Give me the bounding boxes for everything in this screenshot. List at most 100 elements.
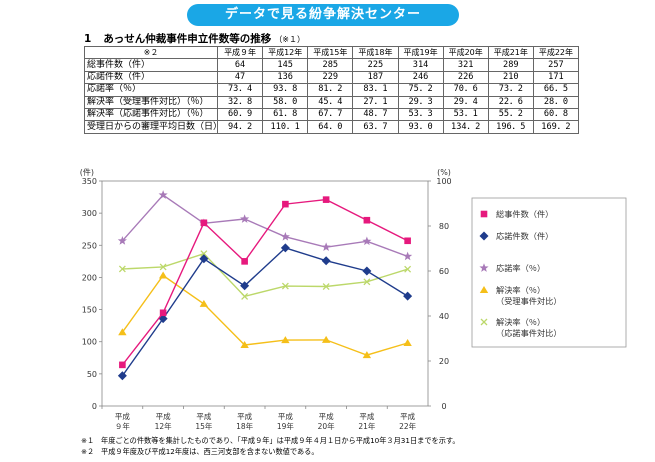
data-point [117, 236, 127, 245]
table-row: 解決率（受理事件対比）（％） 32．8 58．0 45．4 27．1 29．3 29．4 22… [84, 95, 580, 109]
data-point [200, 250, 208, 258]
legend-marker [480, 210, 488, 218]
data-point [240, 281, 250, 291]
table-cell: 169．2 [532, 120, 580, 134]
footnote-text: 年度ごとの件数等を集計したものであり、「平成９年」は平成９年４月１日から平成10… [101, 436, 460, 445]
data-point [119, 361, 126, 369]
data-point [117, 371, 127, 381]
data-point [200, 219, 208, 227]
data-point [281, 282, 289, 290]
table-row: 総事件数（件） 64 145 285 225 314 321 289 257 [84, 58, 580, 72]
left-axis-tick-label: 50 [87, 370, 97, 379]
legend-label: 総事件数（件） [496, 209, 553, 219]
footnote: ※１ 年度ごとの件数等を集計したものであり、「平成９年」は平成９年４月１日から平成… [81, 436, 460, 446]
legend-label: 解決率（％） [496, 285, 545, 295]
footnote-key: ※１ [81, 436, 95, 445]
left-axis-tick-label: 350 [82, 177, 97, 186]
right-axis-tick-label: 100 [436, 177, 451, 186]
series-line [121, 274, 408, 356]
table-row: 解決率（応諾事件対比）（％） 60．9 61．8 67．7 48．7 53．3 53．1 55… [84, 107, 580, 122]
right-axis-tick-label: 40 [439, 312, 449, 321]
data-point [404, 265, 412, 273]
table-cell: 93．0 [397, 120, 444, 134]
year-header: 平成22年 [532, 45, 580, 60]
x-tick-label: 19年 [277, 421, 295, 431]
section-number: 1 [84, 33, 92, 45]
table-cell: 64．0 [307, 120, 354, 134]
x-tick-label: 21年 [358, 421, 376, 431]
left-axis-tick-label: 250 [82, 241, 97, 250]
legend-marker [479, 231, 489, 241]
footnote: ※２ 平成９年度及び平成12年度は、西三河支部を含まない数値である。 [81, 447, 319, 457]
left-axis-tick-label: 300 [82, 209, 97, 218]
legend-marker [480, 318, 488, 326]
data-point [404, 237, 411, 245]
x-tick-label: 平成 [196, 411, 211, 421]
legend-box [471, 197, 627, 348]
data-point [362, 266, 372, 276]
left-axis-tick-label: 200 [82, 273, 97, 282]
x-tick-label: 22年 [399, 421, 417, 431]
data-point [118, 265, 126, 273]
right-axis-tick-label: 20 [439, 357, 449, 366]
legend-marker [479, 263, 489, 272]
data-point [362, 236, 372, 246]
left-axis-tick-label: 0 [92, 402, 97, 411]
series-line [122, 252, 408, 298]
data-point [281, 336, 290, 344]
right-axis-tick-label: 0 [441, 402, 446, 411]
data-point [321, 335, 331, 343]
table-cell: 94．2 [216, 120, 264, 134]
legend-marker [479, 286, 489, 293]
left-axis-unit: (件) [80, 167, 94, 177]
legend-label: 応諾率（％） [496, 263, 545, 273]
data-point [322, 196, 330, 203]
data-point [159, 309, 167, 317]
x-tick-label: 平成 [319, 411, 334, 421]
table-row: 応諾件数（件） 47 136 229 187 246 226 210 171 [84, 70, 580, 85]
footnote-text: 平成９年度及び平成12年度は、西三河支部を含まない数値である。 [101, 447, 319, 456]
x-tick-label: 平成 [237, 411, 252, 421]
x-tick-label: 平成 [400, 411, 415, 421]
page-banner: データで見る紛争解決センター [187, 4, 459, 26]
data-point [241, 292, 249, 300]
data-point [199, 299, 209, 307]
section-title: あっせん仲裁事件申立件数等の推移 [103, 33, 272, 45]
footnote-key: ※２ [81, 447, 95, 456]
data-point [321, 242, 331, 252]
right-axis-tick-label: 60 [439, 267, 449, 276]
year-header: 平成９年 [216, 45, 264, 60]
table-cell: 110．1 [262, 120, 309, 134]
legend-label: （応諾事件対比） [496, 328, 562, 338]
data-point [158, 190, 168, 199]
data-point [158, 271, 168, 279]
data-point [362, 351, 372, 359]
data-point [159, 263, 167, 271]
data-point [199, 254, 209, 264]
legend-label: 解決率（％） [496, 317, 545, 327]
data-point [403, 291, 413, 301]
data-point [241, 258, 248, 265]
legend-label: 応諾件数（件） [496, 231, 553, 241]
data-point [280, 243, 290, 253]
data-point [403, 339, 412, 346]
statistics-table: ※２ 平成９年 平成12年 平成15年 平成18年 平成19年 平成20年 平成… [84, 45, 580, 134]
data-point [363, 278, 371, 286]
section-note: （※１） [274, 35, 306, 44]
series-line [121, 247, 408, 377]
data-point [280, 232, 290, 241]
year-header: 平成18年 [352, 45, 399, 60]
data-point [240, 341, 249, 349]
right-axis-unit: (%) [437, 168, 451, 177]
data-point [403, 251, 413, 261]
right-axis-tick-label: 80 [439, 222, 449, 231]
left-axis-tick-label: 150 [82, 306, 97, 315]
data-point [240, 214, 250, 223]
x-tick-label: 平成 [156, 411, 171, 421]
x-tick-label: 平成 [359, 411, 374, 421]
data-point [322, 283, 330, 290]
left-axis-tick-label: 100 [82, 338, 97, 347]
legend-label: （受理事件対比） [496, 296, 562, 306]
series-line [121, 194, 408, 258]
